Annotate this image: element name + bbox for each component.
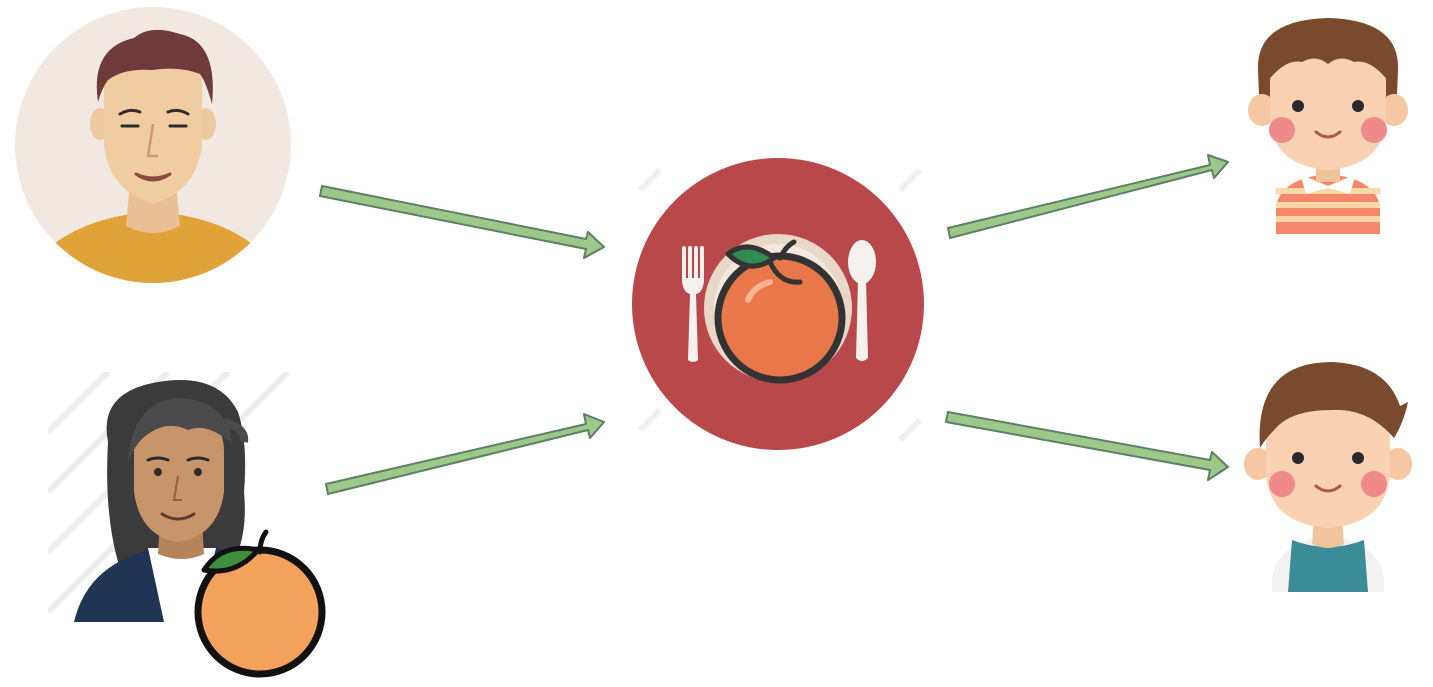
arrow-woman-to-plate	[325, 413, 605, 495]
girl-avatar-icon	[1248, 18, 1408, 234]
girl-avatar	[1236, 10, 1422, 240]
arrow-man-to-plate	[319, 185, 605, 259]
orange-icon	[194, 529, 326, 678]
arrow-plate-to-boy	[945, 411, 1229, 481]
man-avatar	[12, 4, 294, 286]
dinner-plate-with-orange-icon	[632, 158, 924, 450]
boy-avatar	[1236, 352, 1422, 602]
boy-avatar-icon	[1244, 362, 1412, 592]
arrow-plate-to-girl	[947, 154, 1229, 239]
man-avatar-icon	[15, 7, 291, 283]
dinner-plate-node	[620, 150, 940, 460]
held-orange	[192, 528, 332, 678]
